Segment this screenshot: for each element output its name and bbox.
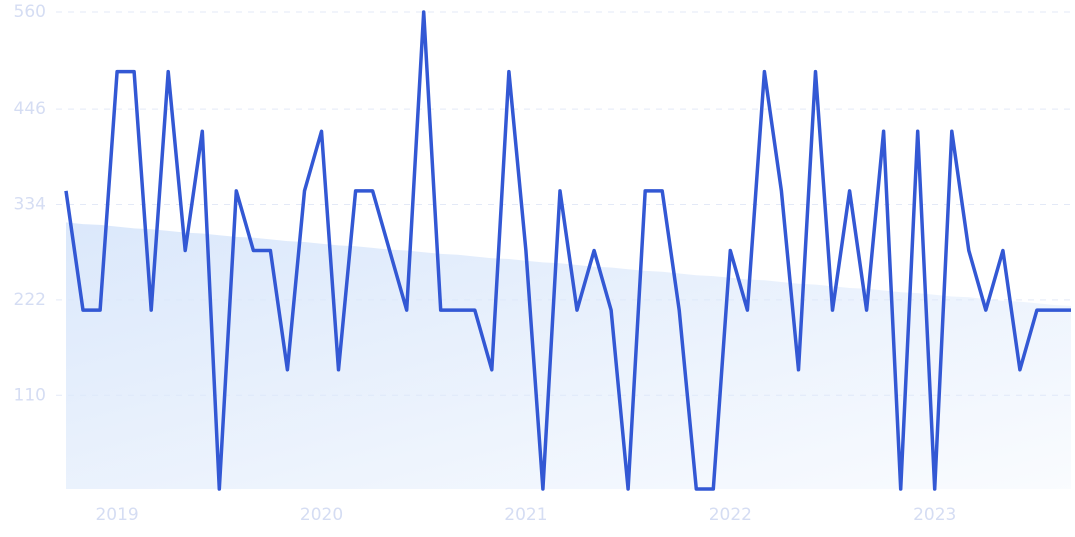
x-tick-label: 2020 (300, 505, 343, 525)
x-tick-label: 2019 (95, 505, 138, 525)
y-tick-label: 110 (14, 385, 46, 405)
y-tick-label: 446 (14, 99, 46, 119)
x-tick-label: 2023 (913, 505, 956, 525)
trend-area (66, 222, 1071, 489)
y-tick-label: 560 (14, 2, 46, 22)
x-tick-label: 2021 (504, 505, 547, 525)
data-line (64, 10, 1071, 491)
y-tick-label: 334 (14, 195, 46, 215)
y-tick-label: 222 (14, 290, 46, 310)
x-tick-label: 2022 (709, 505, 752, 525)
